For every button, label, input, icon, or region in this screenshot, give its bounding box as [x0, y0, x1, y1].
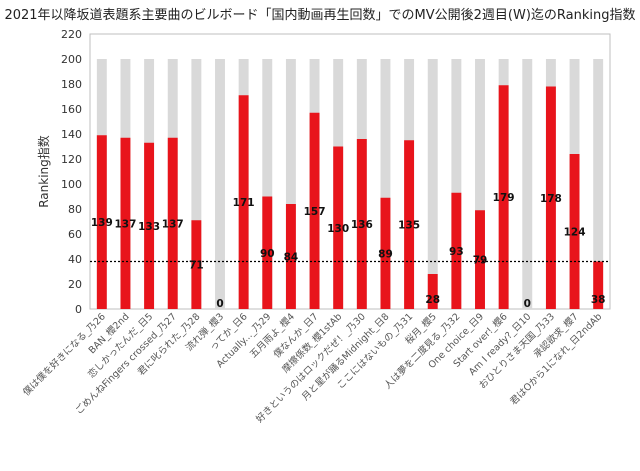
- background-bar: [451, 59, 462, 309]
- data-label: 139: [91, 217, 113, 229]
- data-label: 84: [284, 252, 299, 264]
- y-tick-label: 20: [68, 278, 82, 291]
- data-bar: [238, 95, 249, 309]
- data-bar: [120, 137, 131, 309]
- y-tick-label: 180: [61, 78, 82, 91]
- data-bar: [451, 192, 462, 309]
- chart-title: 2021年以降坂道表題系主要曲のビルボード「国内動画再生回数」でのMV公開後2週…: [4, 8, 636, 23]
- background-bar: [593, 59, 604, 309]
- data-bar: [404, 140, 415, 309]
- data-label: 89: [378, 248, 393, 260]
- data-bar: [545, 86, 556, 309]
- background-bar: [262, 59, 273, 309]
- data-bar: [356, 139, 367, 309]
- background-bar: [215, 59, 225, 309]
- data-label: 157: [304, 206, 326, 218]
- background-bar: [427, 59, 438, 309]
- data-label: 0: [216, 298, 223, 310]
- y-tick-label: 200: [61, 53, 82, 66]
- background-bar: [285, 59, 296, 309]
- data-label: 179: [493, 192, 515, 204]
- data-label: 137: [114, 218, 136, 230]
- y-axis-label: Ranking指数: [36, 135, 51, 208]
- background-bar: [380, 59, 391, 309]
- data-label: 136: [351, 219, 373, 231]
- y-tick-label: 140: [61, 128, 82, 141]
- data-label: 93: [449, 246, 464, 258]
- data-bar: [380, 197, 391, 309]
- data-label: 133: [138, 221, 160, 233]
- data-bar: [285, 204, 296, 309]
- data-bar: [309, 112, 320, 309]
- data-bar: [262, 196, 273, 309]
- data-bar: [593, 261, 604, 309]
- data-label: 124: [564, 227, 586, 239]
- data-label: 171: [233, 197, 255, 209]
- data-label: 130: [327, 223, 349, 235]
- background-bar: [475, 59, 485, 309]
- data-bar: [144, 142, 155, 309]
- background-bar: [191, 59, 202, 309]
- plot-frame: [89, 33, 611, 310]
- y-tick-label: 160: [61, 103, 82, 116]
- data-label: 79: [473, 255, 488, 267]
- data-label: 135: [398, 220, 420, 232]
- data-bar: [427, 274, 438, 309]
- data-bar: [96, 135, 107, 309]
- y-tick-label: 100: [61, 178, 82, 191]
- data-bar: [191, 220, 202, 309]
- y-tick-label: 0: [75, 303, 82, 316]
- background-bar: [522, 59, 533, 309]
- data-label: 137: [162, 218, 184, 230]
- y-tick-label: 80: [68, 203, 82, 216]
- data-bar: [475, 210, 485, 309]
- y-tick-label: 220: [61, 28, 82, 41]
- data-bar: [569, 154, 580, 309]
- data-bar: [498, 85, 509, 309]
- data-label: 71: [189, 260, 204, 272]
- data-label: 178: [540, 193, 562, 205]
- data-bar: [333, 146, 344, 309]
- data-label: 90: [260, 248, 275, 260]
- data-label: 28: [425, 294, 440, 306]
- data-label: 0: [524, 298, 531, 310]
- data-bar: [167, 137, 178, 309]
- y-tick-label: 40: [68, 253, 82, 266]
- y-tick-label: 120: [61, 153, 82, 166]
- data-label: 38: [591, 294, 606, 306]
- y-tick-label: 60: [68, 228, 82, 241]
